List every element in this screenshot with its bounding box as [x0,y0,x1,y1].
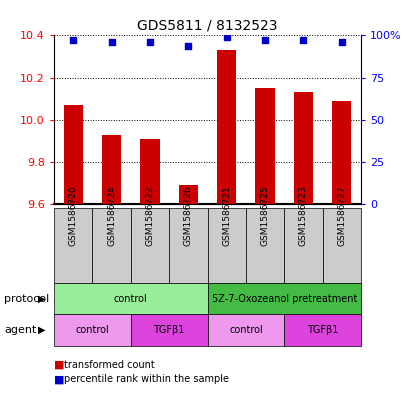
Point [223,34,230,40]
Text: GSM1586721: GSM1586721 [222,185,231,246]
Bar [256,88,275,204]
Bar [332,101,352,204]
Text: GSM1586725: GSM1586725 [261,185,270,246]
Text: GSM1586727: GSM1586727 [337,185,347,246]
Text: transformed count: transformed count [64,360,155,370]
Text: GSM1586722: GSM1586722 [145,185,154,246]
Text: control: control [76,325,109,335]
Text: percentile rank within the sample: percentile rank within the sample [64,374,229,384]
Title: GDS5811 / 8132523: GDS5811 / 8132523 [137,19,278,33]
Point [146,39,153,45]
Point [262,37,269,44]
Text: control: control [114,294,148,304]
Point [300,37,307,44]
Text: GSM1586726: GSM1586726 [184,185,193,246]
Point [108,39,115,45]
Text: agent: agent [4,325,37,335]
Point [185,42,192,49]
Text: protocol: protocol [4,294,49,304]
Point [70,37,76,44]
Text: TGFβ1: TGFβ1 [307,325,338,335]
Text: GSM1586720: GSM1586720 [68,185,78,246]
Bar [179,185,198,204]
Point [339,39,345,45]
Text: GSM1586723: GSM1586723 [299,185,308,246]
Bar [294,92,313,204]
Text: TGFβ1: TGFβ1 [154,325,185,335]
Text: ■: ■ [54,360,64,370]
Bar [140,139,159,204]
Text: ▶: ▶ [38,325,45,335]
Text: ▶: ▶ [38,294,45,304]
Text: 5Z-7-Oxozeanol pretreatment: 5Z-7-Oxozeanol pretreatment [212,294,357,304]
Bar [102,135,121,204]
Bar [217,50,236,204]
Bar [63,105,83,204]
Text: control: control [229,325,263,335]
Text: GSM1586724: GSM1586724 [107,185,116,246]
Text: ■: ■ [54,374,64,384]
